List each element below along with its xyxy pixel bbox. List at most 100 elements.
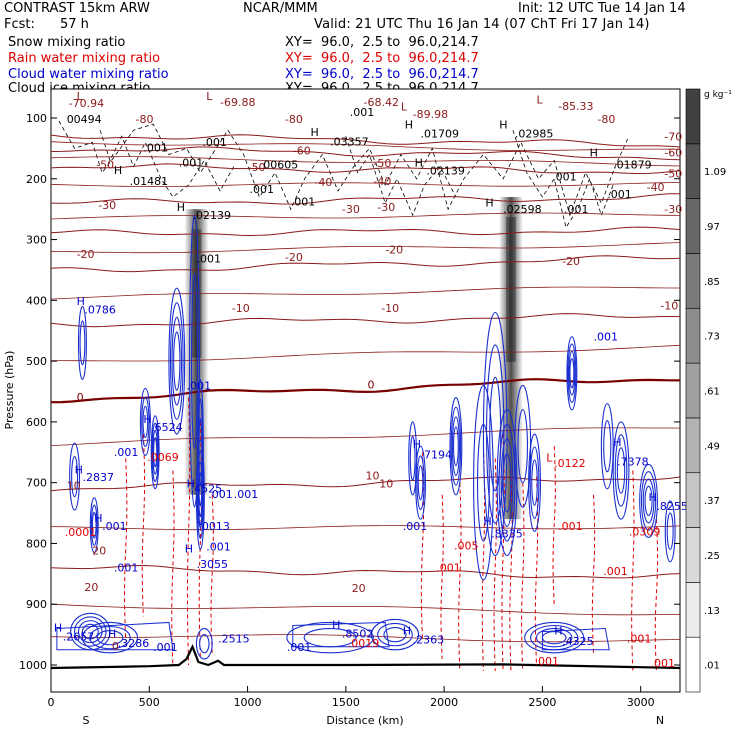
contour-label: .2657 (63, 631, 95, 644)
contour-label: .001 (143, 141, 168, 154)
rain-contour (210, 494, 214, 653)
cloud-water-contour (286, 621, 374, 654)
cloud-water-contour (142, 405, 149, 439)
rain-contour (654, 519, 659, 672)
x-tick-label: 2500 (528, 696, 556, 709)
y-tick-label: 200 (26, 173, 47, 186)
contour-label: -60 (664, 146, 682, 159)
cloud-water-contour (450, 406, 462, 486)
contour-label: L (546, 451, 553, 464)
cloud-water-contour (568, 350, 576, 396)
colorbar-swatch (685, 307, 701, 364)
contour-label: .0013 (198, 520, 230, 533)
contour-label: 00605 (263, 158, 298, 171)
y-tick-label: 900 (26, 598, 47, 611)
valid-time: Valid: 21 UTC Thu 16 Jan 14 (07 ChT Fri … (314, 17, 650, 32)
contour-label: .001 (558, 520, 583, 533)
cloud-water-contour (449, 397, 463, 496)
cloud-water-contour (473, 384, 494, 581)
cloud-water-contours (56, 214, 676, 660)
cloud-water-contour (370, 618, 420, 651)
isotherm (50, 226, 681, 237)
contour-label: .001 (202, 136, 227, 149)
cloud-water-contour (453, 426, 459, 467)
cloud-water-contour (600, 403, 614, 490)
contour-label: .001 (564, 203, 589, 216)
contour-label: -10 (232, 302, 250, 315)
cloud-water-contour (383, 626, 407, 643)
contour-label: L (77, 90, 84, 103)
contour-label: .01481 (130, 175, 169, 188)
isotherm-minor (50, 344, 681, 362)
contour-label: 0 (112, 640, 119, 653)
contour-label: .001 (197, 253, 222, 266)
colorbar-label: .97 (704, 222, 720, 233)
xy-rain: XY= 96.0, 2.5 to 96.0,214.7 (285, 51, 479, 66)
cloud-water-contour (197, 461, 204, 529)
contour-label: H (413, 438, 421, 451)
contour-label: -10 (660, 299, 678, 312)
isotherm-minor (50, 286, 680, 300)
rain-contour (509, 470, 513, 672)
colorbar-swatch (685, 582, 701, 638)
contour-label: H (187, 478, 195, 491)
contour-label: -69.88 (220, 96, 255, 109)
contour-label: -20 (77, 248, 95, 261)
cloud-water-contour (189, 214, 200, 508)
contour-label: .0309 (629, 526, 661, 539)
colorbar-unit: g kg⁻¹ (704, 90, 732, 100)
cloud-water-contour (415, 445, 427, 520)
contour-label: .8335 (491, 527, 523, 540)
contour-label: H (485, 197, 493, 210)
colorbar-label: 1.09 (704, 167, 726, 178)
contour-label: -40 (314, 176, 332, 189)
colorbar-swatch (685, 198, 701, 254)
cloud-water-contour (417, 465, 424, 501)
x-tick-label: 1000 (234, 696, 262, 709)
contour-label: .001 (291, 196, 316, 209)
contour-label: .0019 (348, 637, 380, 650)
contour-label: .001 (114, 446, 138, 459)
xy-cloud-water: XY= 96.0, 2.5 to 96.0,214.7 (285, 67, 479, 82)
contour-label: 20 (352, 582, 366, 595)
y-tick-label: 800 (26, 537, 47, 550)
contour-label: .001 (234, 488, 258, 501)
cloud-water-contour (79, 320, 86, 366)
contour-label: H (332, 619, 340, 632)
cloud-water-contour (500, 438, 514, 527)
cloud-water-contour (90, 504, 98, 546)
contour-label: .6524 (151, 421, 183, 434)
isotherm-minor (50, 141, 681, 151)
contour-label: -40 (373, 175, 391, 188)
contour-label: .001 (535, 655, 560, 668)
contour-label: .001 (179, 157, 204, 170)
contour-label: .001 (607, 188, 632, 201)
cloud-water-contour (502, 452, 512, 513)
contour-label: H (311, 126, 319, 139)
y-tick-label: 400 (26, 294, 47, 307)
contour-label: H (554, 625, 562, 638)
cloud-water-contour (89, 497, 99, 554)
x-right-end-label: N (656, 714, 664, 727)
contour-label: -85.33 (558, 100, 593, 113)
cloud-water-contour (71, 455, 79, 498)
y-axis-label: Pressure (hPa) (3, 351, 16, 430)
contour-label: -10 (381, 302, 399, 315)
contour-label: .001 (350, 106, 375, 119)
cloud-water-band (56, 621, 174, 651)
forecast-label: Fcst: (4, 17, 35, 32)
contour-label: .8255 (656, 500, 688, 513)
model-title: CONTRAST 15km ARW (4, 1, 150, 16)
contour-label: H (143, 413, 151, 426)
contour-label: .001 (187, 380, 212, 393)
contour-label: -80 (136, 113, 154, 126)
cloud-water-contour (377, 622, 413, 647)
cloud-water-contour (77, 305, 87, 380)
contour-label: -50 (248, 161, 266, 174)
rain-contour (186, 397, 191, 666)
isotherm (50, 476, 681, 492)
contour-label: .7194 (421, 448, 453, 461)
cloud-water-contour (482, 311, 508, 557)
cloud-water-band (292, 621, 390, 648)
contour-label: H (499, 118, 507, 131)
